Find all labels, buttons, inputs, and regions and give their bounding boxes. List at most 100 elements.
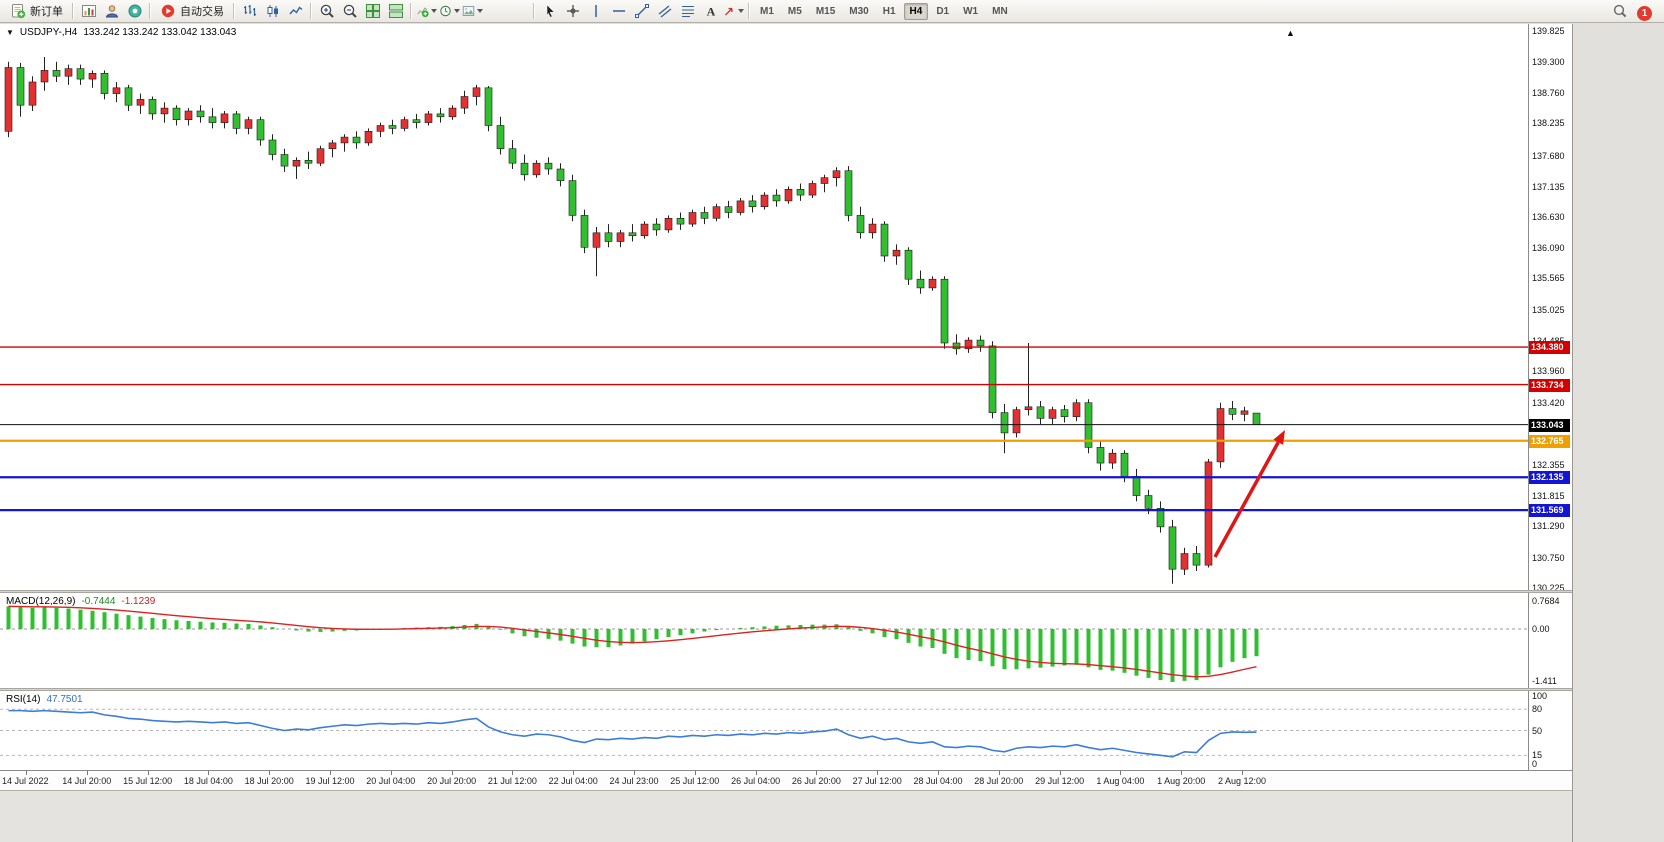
- price-axis-label: 135.025: [1532, 304, 1565, 315]
- rsi-pane: RSI(14) 47.7501 100 80 50 15 0: [0, 691, 1572, 770]
- horizontal-levels-layer[interactable]: [0, 346, 1528, 512]
- macd-label-row: MACD(12,26,9) -0.7444 -1.1239: [6, 596, 155, 607]
- macd-axis-label: -1.411: [1532, 675, 1557, 686]
- timeframe-m1[interactable]: M1: [760, 5, 774, 17]
- rsi-label-row: RSI(14) 47.7501: [6, 694, 83, 705]
- price-axis-label: 137.135: [1532, 182, 1565, 193]
- rsi-line: [8, 709, 1257, 758]
- price-axis[interactable]: 139.825 139.300 138.760 138.235 137.680 137.1…: [1528, 24, 1572, 593]
- rsi-axis-label: 80: [1532, 704, 1543, 715]
- rsi-axis-label: 15: [1532, 750, 1543, 761]
- time-axis-tick: [390, 771, 392, 775]
- templates-icon[interactable]: [461, 1, 484, 22]
- candlestick-chart-icon[interactable]: [261, 1, 284, 22]
- price-axis-label: 136.630: [1532, 211, 1565, 222]
- price-axis-label: 133.420: [1532, 397, 1565, 408]
- timeframe-h4[interactable]: H4: [903, 2, 929, 20]
- macd-chart[interactable]: [0, 593, 1528, 688]
- candlestick-chart[interactable]: [0, 24, 1528, 590]
- macd-plot[interactable]: [0, 593, 1528, 688]
- rsi-axis[interactable]: 100 80 50 15 0: [1528, 691, 1572, 770]
- trendline-icon[interactable]: [630, 1, 653, 22]
- pane-splitter[interactable]: [0, 590, 1572, 593]
- line-chart-icon[interactable]: [284, 1, 307, 22]
- toolbar-separator: [149, 3, 151, 19]
- time-axis[interactable]: 14 Jul 2022 14 Jul 20:00 15 Jul 12:00 18 Ju…: [0, 770, 1572, 790]
- price-axis-label: 133.960: [1532, 366, 1565, 377]
- timeframe-h1[interactable]: H1: [882, 5, 896, 17]
- chevron-down-icon[interactable]: [477, 9, 483, 13]
- toolbar-separator: [748, 3, 750, 19]
- time-axis-tick: [451, 771, 453, 775]
- trend-arrow-annotation[interactable]: [1213, 430, 1285, 558]
- time-axis-label: 14 Jul 20:00: [62, 776, 112, 786]
- timeframe-mn[interactable]: MN: [992, 5, 1008, 17]
- timeframe-w1[interactable]: W1: [963, 5, 979, 17]
- indicators-icon[interactable]: [415, 1, 438, 22]
- crosshair-icon[interactable]: [561, 1, 584, 22]
- arrows-tool-icon[interactable]: [722, 1, 745, 22]
- autotrade-label: 自动交易: [180, 6, 224, 18]
- time-axis-tick: [512, 771, 514, 775]
- chart-window: ▼ USDJPY-,H4 133.242 133.242 133.042 133…: [0, 24, 1573, 842]
- macd-axis-label: 0.7684: [1532, 595, 1560, 606]
- timeframe-m30[interactable]: M30: [849, 5, 869, 17]
- periods-icon[interactable]: [438, 1, 461, 22]
- main-toolbar: 新订单 自动交易 A M1 M5 M15 M30 H1 H4 D1 W1 MN 1: [0, 0, 1664, 23]
- price-axis-label: 138.760: [1532, 88, 1565, 99]
- time-axis-label: 1 Aug 04:00: [1096, 776, 1145, 786]
- new-order-button[interactable]: 新订单: [4, 1, 69, 21]
- timeframe-d1[interactable]: D1: [936, 5, 950, 17]
- time-axis-label: 20 Jul 04:00: [366, 776, 416, 786]
- cursor-icon[interactable]: [538, 1, 561, 22]
- time-axis-tick: [330, 771, 331, 775]
- svg-text:A: A: [706, 5, 715, 19]
- chevron-down-icon[interactable]: [431, 9, 437, 13]
- time-axis-label: 24 Jul 23:00: [609, 776, 659, 786]
- autotrade-button[interactable]: 自动交易: [154, 1, 230, 21]
- arrange-windows-icon[interactable]: [384, 1, 407, 22]
- timeframe-m5[interactable]: M5: [787, 5, 802, 17]
- macd-axis-label: 0.00: [1532, 624, 1550, 634]
- fibonacci-icon[interactable]: [676, 1, 699, 22]
- bar-chart-icon[interactable]: [238, 1, 261, 22]
- rsi-chart[interactable]: [0, 691, 1528, 770]
- chevron-down-icon[interactable]: [738, 9, 744, 13]
- toolbar-separator: [410, 3, 412, 19]
- price-chart-pane: ▼ USDJPY-,H4 133.242 133.242 133.042 133…: [0, 24, 1572, 593]
- price-axis-label: 139.825: [1532, 26, 1565, 37]
- chart-title: ▼ USDJPY-,H4 133.242 133.242 133.042 133…: [6, 27, 236, 38]
- chevron-down-icon[interactable]: [454, 9, 460, 13]
- horizontal-line-icon[interactable]: [607, 1, 630, 22]
- zoom-out-icon[interactable]: [338, 1, 361, 22]
- search-icon[interactable]: [1612, 3, 1628, 24]
- price-level-box: 132.135: [1529, 471, 1570, 485]
- collapse-triangle-icon[interactable]: ▼: [6, 28, 14, 37]
- time-axis-tick: [1242, 771, 1243, 775]
- profile-icon[interactable]: [100, 1, 123, 22]
- notification-badge[interactable]: 1: [1637, 6, 1652, 21]
- rsi-axis-label: 100: [1532, 691, 1548, 701]
- time-axis-label: 25 Jul 12:00: [670, 776, 720, 786]
- channel-icon[interactable]: [653, 1, 676, 22]
- pane-splitter[interactable]: [0, 688, 1572, 691]
- time-axis-label: 22 Jul 04:00: [548, 776, 598, 786]
- timeframe-m15[interactable]: M15: [815, 5, 836, 17]
- price-chart-plot[interactable]: [0, 24, 1528, 590]
- time-axis-tick: [755, 771, 757, 775]
- window-restore-icon[interactable]: ▲: [1286, 28, 1295, 38]
- zoom-in-icon[interactable]: [315, 1, 338, 22]
- community-icon[interactable]: [123, 1, 146, 22]
- price-axis-label: 137.680: [1532, 150, 1565, 161]
- vertical-line-icon[interactable]: [584, 1, 607, 22]
- time-axis-tick: [573, 771, 575, 775]
- ohlc-values: 133.242 133.242 133.042 133.043: [83, 27, 237, 38]
- text-tool-icon[interactable]: A: [699, 1, 722, 22]
- tile-windows-icon[interactable]: [361, 1, 384, 22]
- rsi-plot[interactable]: [0, 691, 1528, 770]
- time-axis-tick: [26, 771, 27, 775]
- price-axis-label: 131.815: [1532, 490, 1565, 501]
- charts-icon[interactable]: [77, 1, 100, 22]
- macd-axis[interactable]: 0.7684 0.00 -1.411: [1528, 593, 1572, 688]
- time-axis-label: 18 Jul 20:00: [244, 776, 294, 786]
